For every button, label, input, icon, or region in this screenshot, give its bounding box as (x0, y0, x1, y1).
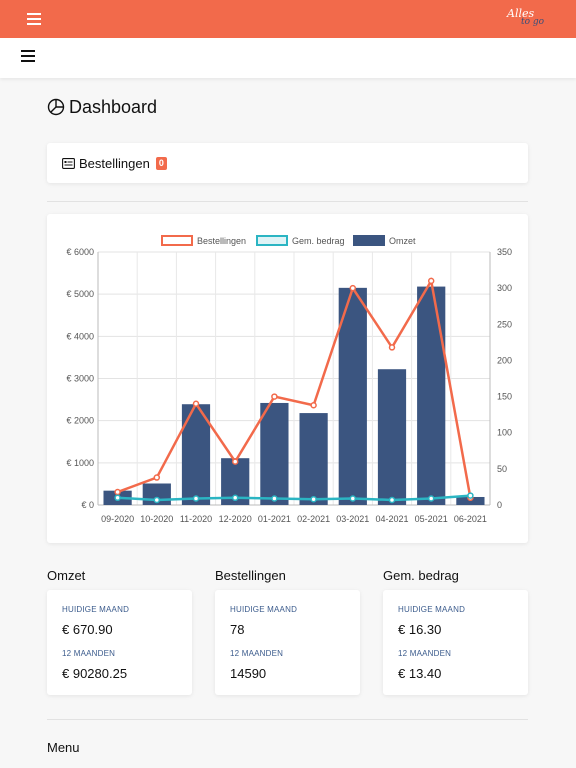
series-point (388, 496, 396, 504)
stat-card-gem-bedrag: HUIDIGE MAAND € 16.30 12 MAANDEN € 13.40 (383, 590, 528, 695)
series-line (117, 277, 472, 498)
orders-card-label: Bestellingen (79, 155, 150, 171)
legend-label: Omzet (389, 236, 416, 246)
bar (377, 369, 407, 505)
divider (47, 201, 528, 202)
current-month-value: 78 (230, 622, 245, 637)
series-point (153, 496, 161, 504)
current-month-label: HUIDIGE MAAND (398, 605, 466, 614)
y-right-tick-label: 0 (497, 500, 502, 510)
current-month-label: HUIDIGE MAAND (230, 605, 298, 614)
twelve-months-label: 12 MAANDEN (230, 649, 284, 658)
x-tick-label: 11-2020 (180, 514, 212, 524)
orders-count-badge: 0 (155, 156, 167, 170)
y-left-tick-label: € 6000 (66, 247, 94, 257)
twelve-months-value: € 13.40 (398, 666, 442, 681)
top-app-bar: Alles to go (0, 0, 576, 38)
legend-swatch (353, 235, 385, 246)
list-card-icon (62, 157, 75, 169)
secondary-toolbar (0, 38, 576, 78)
x-tick-label: 02-2021 (297, 514, 330, 524)
y-right-tick-label: 150 (497, 392, 512, 402)
bar (417, 286, 446, 505)
series-point (114, 494, 121, 502)
orders-card[interactable]: Bestellingen 0 (47, 143, 528, 183)
series-point (310, 495, 317, 503)
y-right-tick-label: 300 (497, 283, 512, 293)
series-point (388, 344, 396, 351)
legend-label: Gem. bedrag (292, 236, 345, 246)
current-month-value: € 16.30 (398, 622, 442, 637)
series-point (271, 393, 278, 400)
series-point (231, 494, 239, 502)
series-point (114, 488, 121, 496)
y-left-tick-label: € 1000 (66, 458, 94, 468)
stat-card-omzet: HUIDIGE MAAND € 670.90 12 MAANDEN € 9028… (47, 590, 192, 695)
stat-card-bestellingen: HUIDIGE MAAND 78 12 MAANDEN 14590 (215, 590, 360, 695)
page-title: Dashboard (47, 95, 157, 119)
twelve-months-label: 12 MAANDEN (62, 649, 116, 658)
combo-chart: € 0 € 1000 € 2000 € 3000 € 4000 € 5000 € 6000 0… (66, 235, 512, 524)
x-tick-label: 06-2021 (454, 514, 487, 524)
current-month-label: HUIDIGE MAAND (62, 605, 130, 614)
y-right-tick-label: 50 (497, 464, 507, 474)
logo-line1: Alles (507, 7, 535, 20)
bar (338, 287, 367, 505)
stat-title-omzet: Omzet (47, 568, 86, 583)
y-left-tick-label: € 4000 (66, 331, 94, 341)
twelve-months-value: 14590 (230, 666, 267, 681)
series-point (153, 474, 161, 481)
y-right-tick-label: 200 (497, 355, 512, 365)
x-tick-label: 10-2020 (140, 514, 173, 524)
y-left-tick-label: € 2000 (66, 416, 94, 426)
page-title-text: Dashboard (69, 96, 158, 117)
series-point (192, 495, 200, 502)
series-point (310, 401, 317, 409)
series-point (231, 458, 239, 465)
y-right-tick-label: 100 (497, 428, 512, 438)
sidebar-toggle-icon[interactable] (21, 50, 35, 62)
x-tick-label: 12-2020 (219, 514, 252, 524)
series-point (467, 492, 474, 499)
menu-section-title: Menu (47, 740, 80, 755)
x-tick-label: 09-2020 (101, 514, 134, 524)
legend-swatch (256, 235, 288, 246)
y-right-tick-label: 350 (497, 247, 512, 257)
series-point (349, 284, 357, 292)
app-logo[interactable]: Alles to go (507, 7, 547, 31)
series-point (192, 400, 200, 408)
pie-chart-icon (47, 98, 65, 116)
twelve-months-label: 12 MAANDEN (398, 649, 452, 658)
legend-swatch (161, 235, 193, 246)
series-line (117, 494, 471, 502)
y-right-tick-label: 250 (497, 319, 512, 329)
x-tick-label: 05-2021 (415, 514, 448, 524)
series-point (349, 495, 357, 502)
x-tick-label: 04-2021 (375, 514, 408, 524)
y-left-tick-label: € 3000 (66, 374, 94, 384)
revenue-chart-card: € 0 € 1000 € 2000 € 3000 € 4000 € 5000 € 6000 0… (47, 214, 528, 543)
series-point (427, 277, 435, 285)
x-tick-label: 01-2021 (258, 514, 291, 524)
twelve-months-value: € 90280.25 (62, 666, 128, 681)
series-point (271, 495, 278, 502)
divider (47, 719, 528, 720)
series-point (427, 495, 435, 502)
hamburger-menu-icon[interactable] (27, 13, 41, 25)
bar (260, 402, 289, 505)
legend-label: Bestellingen (197, 236, 246, 246)
x-tick-label: 03-2021 (336, 514, 369, 524)
stat-title-bestellingen: Bestellingen (215, 568, 286, 583)
y-left-tick-label: € 0 (81, 500, 94, 510)
current-month-value: € 670.90 (62, 622, 113, 637)
logo-line2: to go (521, 17, 545, 27)
bar (299, 413, 328, 505)
stat-title-gem-bedrag: Gem. bedrag (383, 568, 459, 583)
y-left-tick-label: € 5000 (66, 289, 94, 299)
